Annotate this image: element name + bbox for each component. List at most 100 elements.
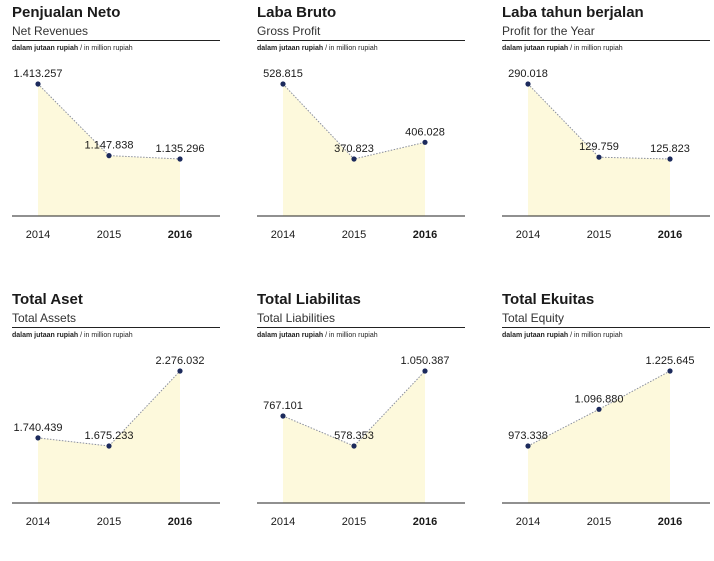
- area-chart-svg: 973.338 1.096.880 1.225.645 2014 2015 2016: [502, 355, 710, 528]
- unit-note-en: / in million rupiah: [325, 45, 378, 52]
- chart-subtitle: Total Equity: [502, 311, 565, 325]
- data-point: [351, 443, 357, 449]
- chart-title: Laba tahun berjalan: [502, 4, 644, 21]
- unit-note-id: dalam jutaan rupiah: [502, 332, 569, 339]
- data-point: [177, 156, 183, 162]
- title-rule: [257, 327, 465, 328]
- title-rule: [12, 40, 220, 41]
- x-tick-label: 2015: [97, 516, 121, 528]
- data-label: 1.135.296: [156, 143, 205, 155]
- unit-note: dalam jutaan rupiah / in million rupiah: [12, 332, 133, 339]
- data-label: 1.413.257: [14, 68, 63, 80]
- x-tick-label: 2014: [271, 229, 295, 241]
- x-tick-label: 2015: [97, 229, 121, 241]
- x-tick-label: 2016: [413, 516, 437, 528]
- data-label: 1.096.880: [575, 393, 624, 405]
- area-fill: [283, 371, 425, 503]
- unit-note-en: / in million rupiah: [80, 45, 133, 52]
- data-label: 1.675.233: [85, 430, 134, 442]
- data-point: [596, 154, 602, 160]
- x-tick-label: 2014: [271, 516, 295, 528]
- chart-title: Penjualan Neto: [12, 4, 121, 21]
- x-tick-label: 2016: [413, 229, 437, 241]
- data-label: 767.101: [263, 400, 303, 412]
- area-chart-svg: 290.018 129.759 125.823 2014 2015 2016: [502, 68, 710, 241]
- x-tick-label: 2015: [587, 229, 611, 241]
- data-point: [351, 156, 357, 162]
- data-label: 1.147.838: [85, 140, 134, 152]
- chart-panel-total-equity: Total Ekuitas Total Equity dalam jutaan …: [502, 291, 710, 561]
- x-tick-label: 2015: [342, 516, 366, 528]
- x-tick-label: 2016: [658, 516, 682, 528]
- data-label: 1.225.645: [646, 355, 695, 367]
- data-label: 578.353: [334, 430, 374, 442]
- data-point: [422, 368, 428, 374]
- area-chart-svg: 1.740.439 1.675.233 2.276.032 2014 2015 2016: [12, 355, 220, 528]
- chart-title: Total Aset: [12, 291, 83, 308]
- chart-title: Laba Bruto: [257, 4, 337, 21]
- x-tick-label: 2014: [26, 516, 50, 528]
- data-point: [525, 81, 531, 87]
- area-fill: [38, 84, 180, 216]
- chart-title: Total Ekuitas: [502, 291, 595, 308]
- area-fill: [528, 371, 670, 503]
- data-point: [177, 368, 183, 374]
- series-line: [37, 83, 181, 160]
- data-point: [422, 139, 428, 145]
- data-label: 406.028: [405, 126, 445, 138]
- area-chart-svg: 1.413.257 1.147.838 1.135.296 2014 2015 2016: [12, 68, 220, 241]
- unit-note-id: dalam jutaan rupiah: [257, 45, 324, 52]
- chart-subtitle: Total Liabilities: [257, 311, 336, 325]
- area-chart-svg: 767.101 578.353 1.050.387 2014 2015 2016: [257, 355, 465, 528]
- chart-subtitle: Net Revenues: [12, 24, 89, 38]
- data-point: [35, 81, 41, 87]
- data-label: 370.823: [334, 143, 374, 155]
- data-point: [280, 413, 286, 419]
- chart-subtitle: Total Assets: [12, 311, 77, 325]
- title-rule: [502, 327, 710, 328]
- data-label: 1.740.439: [14, 422, 63, 434]
- unit-note: dalam jutaan rupiah / in million rupiah: [502, 332, 623, 339]
- data-label: 125.823: [650, 143, 690, 155]
- title-rule: [257, 40, 465, 41]
- chart-title: Total Liabilitas: [257, 291, 361, 308]
- unit-note-en: / in million rupiah: [80, 332, 133, 339]
- x-tick-label: 2015: [342, 229, 366, 241]
- chart-panel-total-assets: Total Aset Total Assets dalam jutaan rup…: [12, 291, 220, 561]
- title-rule: [12, 327, 220, 328]
- x-tick-label: 2016: [658, 229, 682, 241]
- data-point: [106, 153, 112, 159]
- x-tick-label: 2014: [516, 229, 540, 241]
- chart-subtitle: Gross Profit: [257, 24, 321, 38]
- data-point: [596, 406, 602, 412]
- unit-note: dalam jutaan rupiah / in million rupiah: [502, 45, 623, 52]
- unit-note-en: / in million rupiah: [570, 45, 623, 52]
- x-tick-label: 2015: [587, 516, 611, 528]
- data-point: [35, 435, 41, 441]
- data-label: 528.815: [263, 68, 303, 80]
- unit-note-id: dalam jutaan rupiah: [12, 45, 79, 52]
- unit-note-en: / in million rupiah: [325, 332, 378, 339]
- data-point: [280, 81, 286, 87]
- data-label: 2.276.032: [156, 355, 205, 367]
- x-tick-label: 2016: [168, 229, 192, 241]
- chart-panel-profit-for-the-year: Laba tahun berjalan Profit for the Year …: [502, 4, 710, 274]
- x-tick-label: 2014: [516, 516, 540, 528]
- area-fill: [38, 371, 180, 503]
- data-point: [667, 156, 673, 162]
- data-label: 1.050.387: [401, 355, 450, 367]
- unit-note: dalam jutaan rupiah / in million rupiah: [12, 45, 133, 52]
- x-tick-label: 2016: [168, 516, 192, 528]
- area-chart-svg: 528.815 370.823 406.028 2014 2015 2016: [257, 68, 465, 241]
- data-point: [106, 443, 112, 449]
- data-point: [525, 443, 531, 449]
- unit-note: dalam jutaan rupiah / in million rupiah: [257, 45, 378, 52]
- data-label: 973.338: [508, 430, 548, 442]
- x-tick-label: 2014: [26, 229, 50, 241]
- chart-panel-gross-profit: Laba Bruto Gross Profit dalam jutaan rup…: [257, 4, 465, 274]
- area-fill: [528, 84, 670, 216]
- unit-note-id: dalam jutaan rupiah: [12, 332, 79, 339]
- area-fill: [283, 84, 425, 216]
- unit-note: dalam jutaan rupiah / in million rupiah: [257, 332, 378, 339]
- data-label: 129.759: [579, 141, 619, 153]
